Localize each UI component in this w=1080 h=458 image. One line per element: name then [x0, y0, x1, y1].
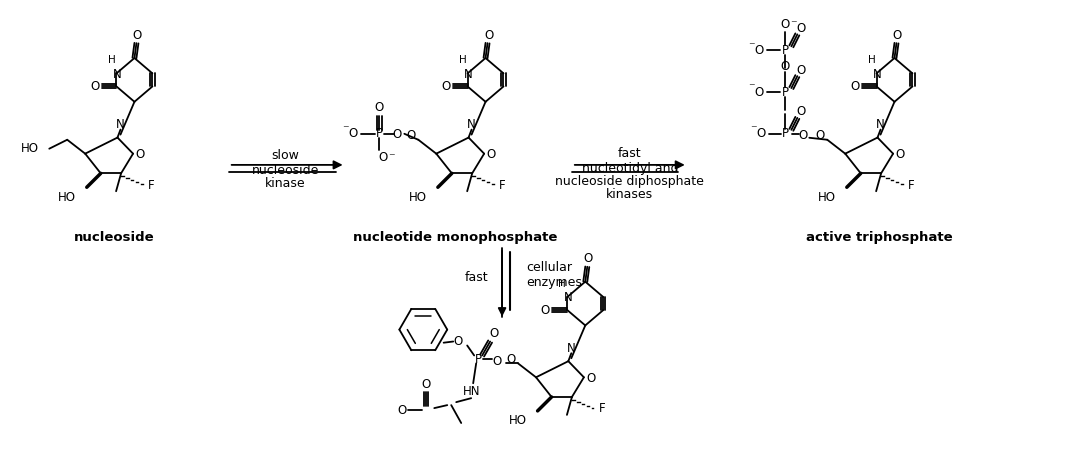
- Text: HO: HO: [22, 142, 39, 155]
- Text: O: O: [441, 80, 450, 93]
- Text: O: O: [507, 353, 515, 366]
- Text: kinase: kinase: [266, 177, 306, 190]
- Text: O: O: [397, 403, 407, 417]
- Text: kinases: kinases: [606, 188, 653, 201]
- Text: fast: fast: [618, 147, 642, 160]
- Text: HO: HO: [818, 191, 836, 204]
- Text: P: P: [782, 127, 788, 140]
- Text: O: O: [755, 86, 764, 98]
- Text: O: O: [375, 101, 384, 114]
- Text: HO: HO: [58, 191, 76, 204]
- Text: O: O: [135, 148, 145, 161]
- Text: F: F: [907, 179, 915, 192]
- Text: O: O: [893, 29, 902, 42]
- Text: ⁻: ⁻: [342, 123, 349, 136]
- Text: O: O: [90, 80, 99, 93]
- Text: N: N: [876, 118, 885, 131]
- Text: O: O: [407, 129, 416, 142]
- Text: enzymes: enzymes: [526, 276, 582, 289]
- Text: O: O: [486, 148, 496, 161]
- Text: F: F: [598, 403, 605, 415]
- Text: O: O: [454, 335, 463, 348]
- Text: O: O: [133, 29, 143, 42]
- Text: ⁻: ⁻: [791, 18, 797, 31]
- Text: O: O: [484, 29, 494, 42]
- Text: O: O: [797, 64, 806, 76]
- Text: N: N: [567, 342, 576, 355]
- Text: N: N: [564, 291, 572, 305]
- Text: N: N: [468, 118, 476, 131]
- Text: HO: HO: [509, 414, 527, 427]
- Text: O: O: [799, 129, 808, 142]
- Text: P: P: [782, 86, 788, 98]
- Text: slow: slow: [272, 149, 299, 162]
- Text: O: O: [755, 44, 764, 57]
- Text: O: O: [492, 355, 502, 368]
- Text: N: N: [873, 68, 882, 81]
- Text: cellular: cellular: [526, 261, 572, 274]
- Text: N: N: [464, 68, 473, 81]
- Text: ⁻: ⁻: [751, 123, 757, 136]
- Text: O: O: [781, 18, 789, 31]
- Text: ⁻: ⁻: [748, 82, 755, 94]
- Text: O: O: [895, 148, 905, 161]
- Text: O: O: [379, 151, 388, 164]
- Text: O: O: [349, 127, 359, 140]
- Text: nucleoside: nucleoside: [252, 164, 320, 177]
- Text: O: O: [757, 127, 766, 140]
- Text: H: H: [459, 55, 467, 65]
- Text: P: P: [474, 353, 482, 366]
- Text: O: O: [421, 378, 431, 391]
- Text: HN: HN: [462, 385, 480, 398]
- Text: O: O: [781, 60, 789, 73]
- Text: P: P: [782, 44, 788, 57]
- Text: nucleoside: nucleoside: [73, 231, 154, 245]
- Text: P: P: [376, 127, 383, 140]
- Text: fast: fast: [464, 271, 488, 284]
- Text: ⁻: ⁻: [388, 151, 394, 164]
- Text: active triphosphate: active triphosphate: [806, 231, 953, 245]
- Text: H: H: [108, 55, 116, 65]
- Text: nucleotidyl and: nucleotidyl and: [581, 162, 678, 175]
- Text: O: O: [489, 327, 499, 340]
- Text: N: N: [117, 118, 125, 131]
- Text: O: O: [583, 252, 593, 265]
- Text: O: O: [393, 128, 402, 141]
- Text: nucleotide monophosphate: nucleotide monophosphate: [353, 231, 557, 245]
- Text: O: O: [850, 80, 860, 93]
- Text: O: O: [797, 105, 806, 119]
- Text: H: H: [867, 55, 876, 65]
- Text: nucleoside diphosphate: nucleoside diphosphate: [555, 175, 704, 188]
- Text: O: O: [541, 304, 550, 316]
- Text: O: O: [797, 22, 806, 35]
- Text: F: F: [499, 179, 505, 192]
- Text: N: N: [113, 68, 122, 81]
- Text: F: F: [148, 179, 154, 192]
- Text: O: O: [815, 129, 825, 142]
- Text: H: H: [558, 279, 566, 289]
- Text: O: O: [586, 372, 595, 385]
- Text: HO: HO: [409, 191, 427, 204]
- Text: ⁻: ⁻: [748, 40, 755, 53]
